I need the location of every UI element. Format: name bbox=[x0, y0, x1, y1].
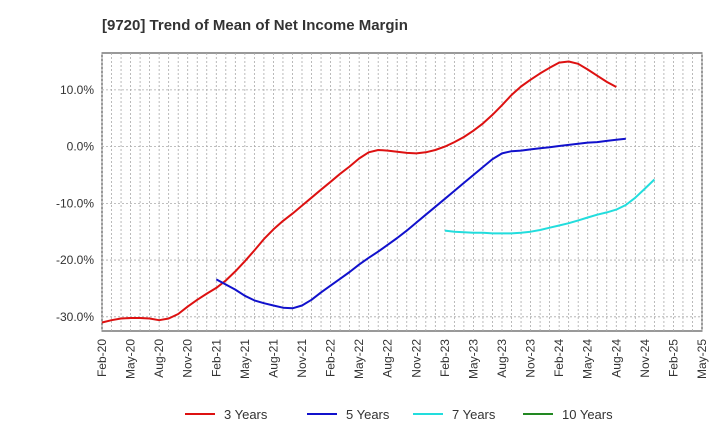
legend-label: 3 Years bbox=[224, 407, 268, 422]
x-tick-label: May-25 bbox=[695, 339, 709, 379]
y-axis: 10.0% 0.0% -10.0% -20.0% -30.0% bbox=[56, 83, 94, 324]
y-tick-label: 10.0% bbox=[60, 83, 94, 97]
x-tick-label: Aug-24 bbox=[609, 339, 623, 378]
x-tick-label: Feb-22 bbox=[324, 339, 338, 377]
chart-title: [9720] Trend of Mean of Net Income Margi… bbox=[102, 17, 408, 34]
x-tick-label: May-20 bbox=[124, 339, 138, 379]
x-tick-label: Aug-22 bbox=[381, 339, 395, 378]
series-line-3-years bbox=[101, 60, 617, 324]
legend-label: 5 Years bbox=[346, 407, 390, 422]
legend: 3 Years 5 Years 7 Years 10 Years bbox=[185, 407, 613, 422]
x-tick-label: Aug-21 bbox=[266, 339, 280, 378]
plot-area bbox=[101, 52, 703, 332]
series-line-7-years bbox=[444, 178, 656, 235]
series-line-5-years bbox=[215, 137, 626, 310]
x-tick-label: May-22 bbox=[352, 339, 366, 379]
x-tick-label: May-21 bbox=[238, 339, 252, 379]
series-lines bbox=[101, 60, 656, 324]
x-tick-label: Aug-20 bbox=[152, 339, 166, 378]
x-tick-label: Feb-24 bbox=[552, 339, 566, 377]
x-tick-label: Nov-24 bbox=[638, 339, 652, 378]
x-tick-label: Aug-23 bbox=[495, 339, 509, 378]
x-axis: Feb-20 May-20 Aug-20 Nov-20 Feb-21 May-21 Aug-… bbox=[95, 339, 709, 379]
x-tick-label: Nov-23 bbox=[524, 339, 538, 378]
legend-label: 10 Years bbox=[562, 407, 613, 422]
x-tick-label: Feb-20 bbox=[95, 339, 109, 377]
y-tick-label: -20.0% bbox=[56, 253, 94, 267]
x-tick-label: Feb-21 bbox=[209, 339, 223, 377]
x-tick-label: Feb-23 bbox=[438, 339, 452, 377]
x-tick-label: Nov-21 bbox=[295, 339, 309, 378]
y-tick-label: 0.0% bbox=[67, 140, 95, 154]
grid-lines bbox=[101, 53, 703, 331]
x-tick-label: May-24 bbox=[581, 339, 595, 379]
x-tick-label: May-23 bbox=[466, 339, 480, 379]
y-tick-label: -30.0% bbox=[56, 310, 94, 324]
y-tick-label: -10.0% bbox=[56, 196, 94, 210]
plot-frame bbox=[101, 52, 703, 332]
x-tick-label: Nov-20 bbox=[181, 339, 195, 378]
x-tick-label: Feb-25 bbox=[666, 339, 680, 377]
legend-label: 7 Years bbox=[452, 407, 496, 422]
x-tick-label: Nov-22 bbox=[409, 339, 423, 378]
